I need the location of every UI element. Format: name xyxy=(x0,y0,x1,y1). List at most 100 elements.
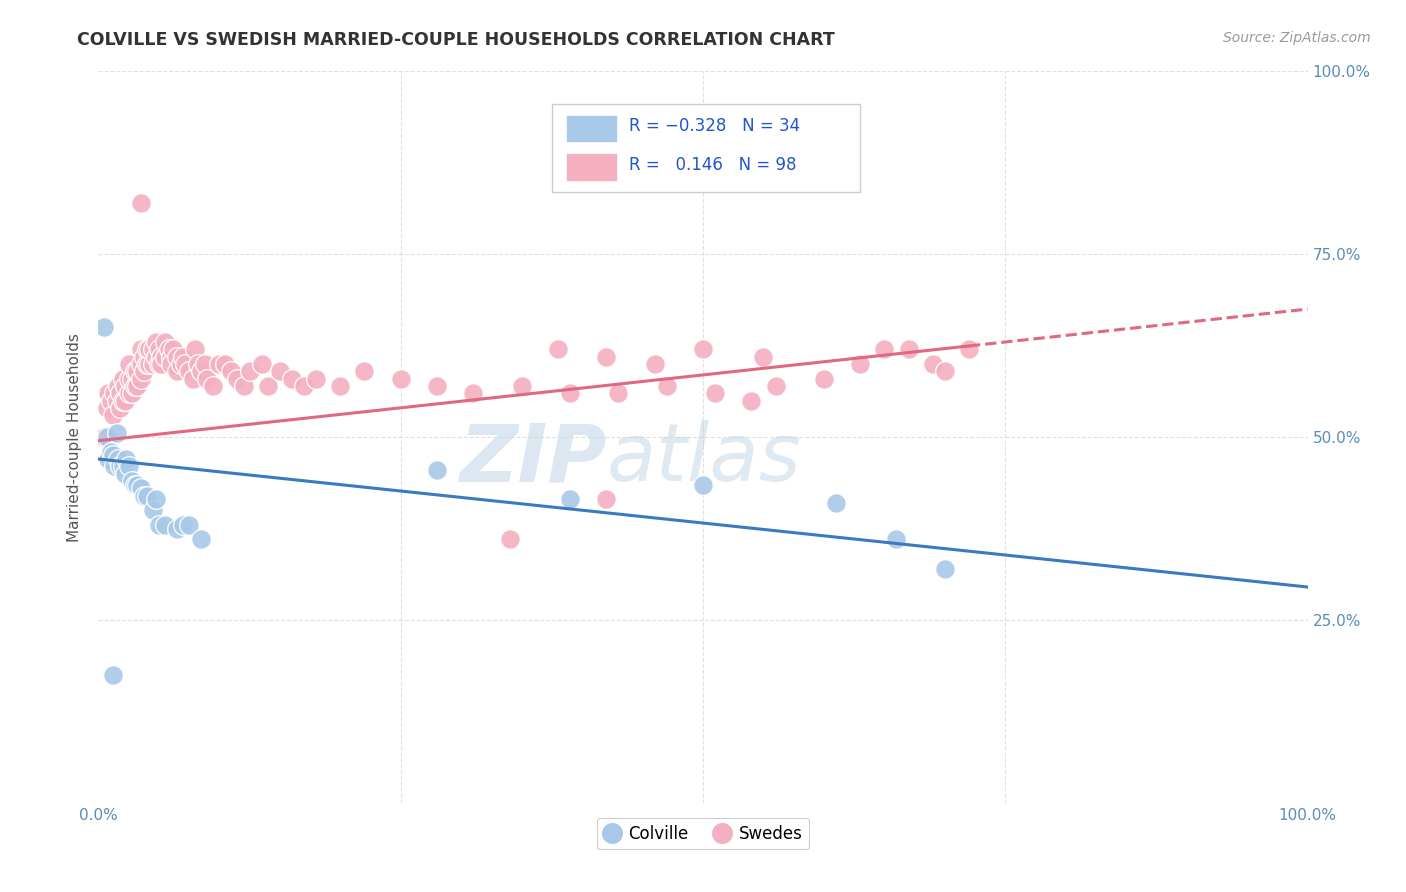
Text: Source: ZipAtlas.com: Source: ZipAtlas.com xyxy=(1223,31,1371,45)
Point xyxy=(921,357,943,371)
Point xyxy=(160,357,183,371)
Point xyxy=(179,517,201,532)
Point xyxy=(172,350,194,364)
Point xyxy=(93,320,115,334)
Point xyxy=(208,357,231,371)
Point xyxy=(704,386,727,401)
Point xyxy=(184,343,207,357)
Point xyxy=(256,379,278,393)
Point xyxy=(813,371,835,385)
Point xyxy=(389,371,412,385)
Point xyxy=(100,444,122,458)
Point xyxy=(166,521,188,535)
Point xyxy=(118,371,141,385)
Point xyxy=(162,343,184,357)
Point xyxy=(353,364,375,378)
Point xyxy=(595,492,617,507)
Point xyxy=(121,474,143,488)
Point xyxy=(111,393,134,408)
Point xyxy=(250,357,273,371)
Bar xyxy=(567,153,617,181)
Point xyxy=(174,357,197,371)
Point xyxy=(142,357,165,371)
Text: COLVILLE VS SWEDISH MARRIED-COUPLE HOUSEHOLDS CORRELATION CHART: COLVILLE VS SWEDISH MARRIED-COUPLE HOUSE… xyxy=(77,31,835,49)
Point xyxy=(190,364,212,378)
Point xyxy=(124,364,146,378)
Point xyxy=(129,357,152,371)
Point xyxy=(103,459,125,474)
Point xyxy=(292,379,315,393)
Point xyxy=(142,343,165,357)
Text: ZIP: ZIP xyxy=(458,420,606,498)
Point xyxy=(153,334,176,349)
Point xyxy=(118,459,141,474)
Point xyxy=(135,357,157,371)
Point xyxy=(934,562,956,576)
Point xyxy=(194,357,217,371)
Point xyxy=(127,364,149,378)
Point xyxy=(187,357,209,371)
Point xyxy=(655,379,678,393)
Point xyxy=(124,477,146,491)
Point xyxy=(498,533,520,547)
Point xyxy=(127,379,149,393)
Point xyxy=(121,386,143,401)
Point xyxy=(463,386,485,401)
Point xyxy=(765,379,787,393)
Point xyxy=(129,371,152,385)
Point xyxy=(127,477,149,491)
Point xyxy=(145,350,167,364)
Point xyxy=(957,343,980,357)
Point xyxy=(426,379,449,393)
Point xyxy=(134,350,156,364)
Point xyxy=(281,371,304,385)
Point xyxy=(101,448,124,462)
Point xyxy=(692,343,714,357)
Point xyxy=(114,393,136,408)
Point xyxy=(135,343,157,357)
Point xyxy=(166,364,188,378)
Point xyxy=(105,393,128,408)
Point xyxy=(897,343,920,357)
Point xyxy=(195,371,218,385)
Y-axis label: Married-couple Households: Married-couple Households xyxy=(67,333,83,541)
Point xyxy=(145,492,167,507)
Point xyxy=(111,371,134,385)
Text: R =   0.146   N = 98: R = 0.146 N = 98 xyxy=(630,156,797,174)
Point xyxy=(114,379,136,393)
Point xyxy=(101,408,124,422)
Point xyxy=(134,489,156,503)
Point xyxy=(107,379,129,393)
Point xyxy=(138,343,160,357)
Point xyxy=(752,350,775,364)
Point xyxy=(118,386,141,401)
Point xyxy=(190,533,212,547)
Point xyxy=(607,386,630,401)
Point xyxy=(558,492,581,507)
Point xyxy=(692,477,714,491)
Point xyxy=(181,371,204,385)
Point xyxy=(644,357,666,371)
Point xyxy=(121,371,143,385)
Point xyxy=(202,379,225,393)
Point xyxy=(124,379,146,393)
Point xyxy=(239,364,262,378)
Point xyxy=(129,196,152,211)
Point xyxy=(138,357,160,371)
Point xyxy=(103,386,125,401)
Point xyxy=(510,379,533,393)
Point xyxy=(595,350,617,364)
Point xyxy=(558,386,581,401)
Point xyxy=(157,343,180,357)
Point xyxy=(740,393,762,408)
Point xyxy=(145,334,167,349)
Point xyxy=(226,371,249,385)
Point xyxy=(97,386,120,401)
FancyBboxPatch shape xyxy=(551,104,860,192)
Point xyxy=(114,467,136,481)
Point xyxy=(96,430,118,444)
Point xyxy=(547,343,569,357)
Point xyxy=(97,452,120,467)
Point xyxy=(150,357,173,371)
Text: R = −0.328   N = 34: R = −0.328 N = 34 xyxy=(630,117,800,136)
